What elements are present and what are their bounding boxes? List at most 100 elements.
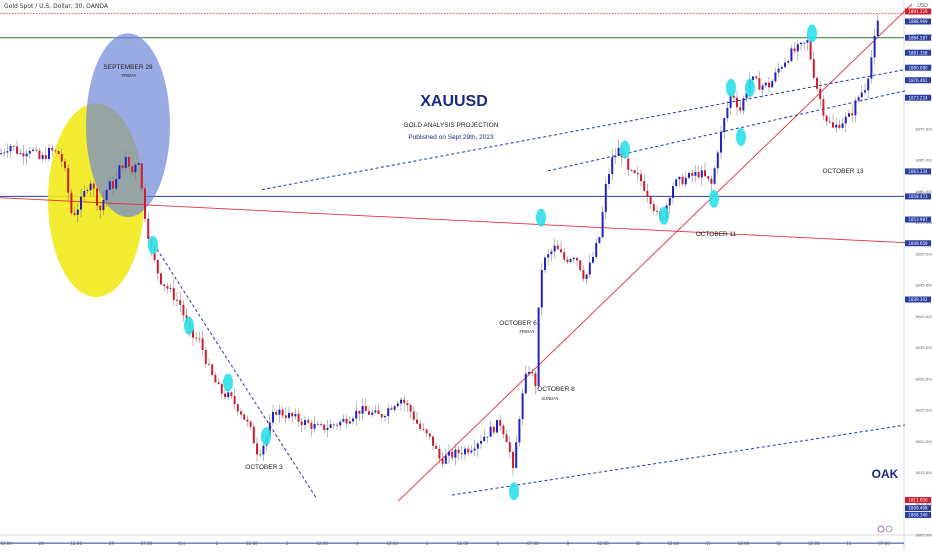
- bull-candle: [848, 113, 850, 117]
- bull-candle: [726, 107, 729, 119]
- bear-candle: [425, 429, 428, 434]
- bull-candle: [400, 399, 402, 404]
- bull-candle: [329, 424, 332, 429]
- bull-candle: [771, 81, 774, 88]
- touch-point-marker[interactable]: [709, 189, 719, 208]
- bull-candle: [454, 449, 457, 458]
- bull-candle: [841, 123, 844, 128]
- touch-point-marker[interactable]: [261, 427, 271, 446]
- bear-candle: [451, 451, 454, 458]
- channel-line[interactable]: [261, 69, 906, 191]
- price-tag: [905, 18, 931, 25]
- bear-candle: [838, 124, 841, 128]
- channel-line[interactable]: [451, 424, 906, 496]
- bear-candle: [819, 88, 822, 100]
- bull-candle: [361, 405, 364, 414]
- bear-candle: [416, 419, 418, 424]
- bull-candle: [294, 413, 297, 417]
- price-tick-label: 1850.000: [915, 251, 932, 256]
- bull-candle: [857, 97, 860, 101]
- time-tick-label: 12:00: [738, 541, 750, 546]
- time-tick-label: 5: [426, 541, 429, 546]
- bull-candle: [688, 173, 690, 178]
- bull-candle: [611, 157, 614, 175]
- bull-candle: [867, 78, 870, 91]
- bull-candle: [876, 20, 879, 37]
- bear-candle: [697, 171, 700, 178]
- price-tick-label: 1815.000: [915, 470, 932, 475]
- touch-point-marker[interactable]: [148, 236, 158, 255]
- price-tick-label: 1825.000: [915, 408, 932, 413]
- touch-point-marker[interactable]: [745, 78, 755, 97]
- bear-candle: [297, 413, 300, 422]
- bull-candle: [28, 150, 31, 154]
- bull-candle: [489, 426, 492, 437]
- bear-candle: [508, 442, 511, 452]
- touch-point-marker[interactable]: [536, 208, 546, 227]
- touch-point-marker[interactable]: [509, 482, 519, 501]
- bull-candle: [844, 116, 847, 124]
- price-tag: [905, 94, 931, 101]
- bear-candle: [281, 409, 284, 416]
- price-tag-label: 1849.659: [908, 241, 928, 246]
- bear-candle: [246, 419, 249, 422]
- price-tick-label: 1835.000: [915, 345, 932, 350]
- channel-line[interactable]: [147, 234, 317, 498]
- bull-candle: [0, 153, 2, 154]
- touch-point-marker[interactable]: [736, 128, 746, 147]
- bear-candle: [534, 373, 537, 387]
- bull-candle: [723, 118, 726, 133]
- touch-point-marker[interactable]: [620, 140, 630, 159]
- bear-candle: [755, 76, 758, 79]
- touch-point-marker[interactable]: [223, 373, 233, 392]
- bear-candle: [195, 337, 198, 339]
- bull-candle: [278, 409, 281, 415]
- trend-line[interactable]: [397, 3, 913, 502]
- price-tick-label: 1840.000: [915, 314, 932, 319]
- bull-candle: [496, 420, 498, 433]
- label-october-8-day: SUNDAY: [541, 396, 558, 401]
- channel-line[interactable]: [547, 90, 906, 172]
- bear-candle: [128, 157, 130, 167]
- bull-candle: [371, 412, 374, 415]
- bear-candle: [121, 165, 124, 168]
- time-tick-label: 2: [215, 541, 218, 546]
- touch-point-marker[interactable]: [659, 206, 669, 225]
- bear-candle: [812, 59, 815, 78]
- bull-candle: [521, 393, 524, 420]
- settings-icon[interactable]: [877, 525, 885, 533]
- bull-candle: [352, 418, 354, 422]
- touch-point-marker[interactable]: [184, 316, 194, 335]
- bear-candle: [320, 424, 322, 426]
- bull-candle: [588, 262, 591, 275]
- bull-candle: [80, 196, 82, 210]
- bull-candle: [3, 152, 6, 154]
- bear-candle: [732, 95, 735, 98]
- bull-candle: [598, 237, 601, 243]
- bull-candle: [720, 132, 722, 153]
- bear-candle: [560, 249, 562, 253]
- bull-candle: [585, 274, 588, 279]
- bull-candle: [480, 440, 482, 444]
- bull-candle: [604, 183, 607, 213]
- bull-candle: [374, 410, 377, 413]
- bear-candle: [640, 174, 642, 182]
- touch-point-marker[interactable]: [726, 78, 736, 97]
- bear-candle: [649, 196, 652, 205]
- bear-candle: [182, 304, 185, 316]
- bear-candle: [409, 405, 412, 412]
- time-tick-label: Oct: [178, 541, 185, 546]
- time-tick-label: 07:00: [141, 541, 153, 546]
- bear-candle: [460, 453, 463, 455]
- bear-candle: [57, 150, 60, 154]
- bull-candle: [473, 448, 476, 451]
- trend-line[interactable]: [0, 197, 906, 244]
- bull-candle: [572, 257, 575, 260]
- touch-point-marker[interactable]: [807, 24, 817, 43]
- scale-icon[interactable]: [885, 525, 893, 533]
- bear-candle: [208, 363, 210, 365]
- bear-candle: [179, 300, 182, 305]
- price-tag: [905, 64, 931, 71]
